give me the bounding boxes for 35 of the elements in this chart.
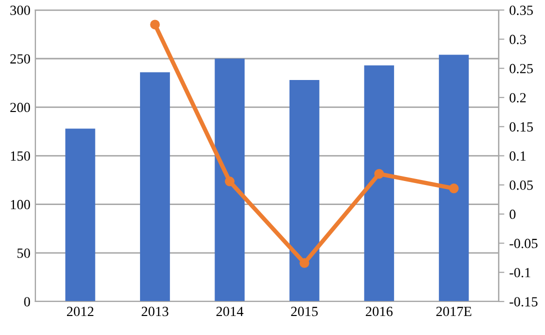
bar [364,65,394,302]
y2-tick-label: 0 [510,210,516,220]
x-tick-label: 2012 [66,306,94,316]
y-tick-label: 300 [10,6,30,16]
y-tick-label: 100 [10,200,30,210]
bar [289,80,320,302]
bar [438,54,469,302]
y2-tick-label: 0.25 [510,64,533,74]
y-tick-label: 250 [10,54,30,64]
y2-tick-label: 0.1 [510,151,526,161]
y2-tick-label: -0.15 [510,297,538,307]
x-tick-label: 2016 [366,306,393,316]
point [224,176,235,186]
point [150,20,160,30]
y-tick-label: 0 [24,297,30,306]
y2-tick-label: -0.05 [510,238,538,248]
point [374,168,384,179]
x-tick-label: 2013 [142,306,168,316]
point [448,184,459,194]
x-tick-label: 2014 [216,306,244,316]
y-tick-label: 150 [10,151,30,161]
bar [140,72,170,302]
y2-tick-label: 0.15 [510,122,533,132]
y2-tick-label: 0.05 [510,180,533,190]
y-tick-label: 200 [10,102,30,112]
y2-tick-label: 0.35 [510,6,533,16]
y-tick-label: 50 [17,248,30,258]
x-tick-label: 2017E [436,306,472,316]
y2-tick-label: 0.3 [510,34,526,44]
x-tick-label: 2015 [291,306,318,316]
bar [214,58,245,302]
bar [65,128,96,302]
y2-tick-label: -0.1 [510,268,530,278]
point [300,258,310,268]
y2-tick-label: 0.2 [510,93,526,102]
